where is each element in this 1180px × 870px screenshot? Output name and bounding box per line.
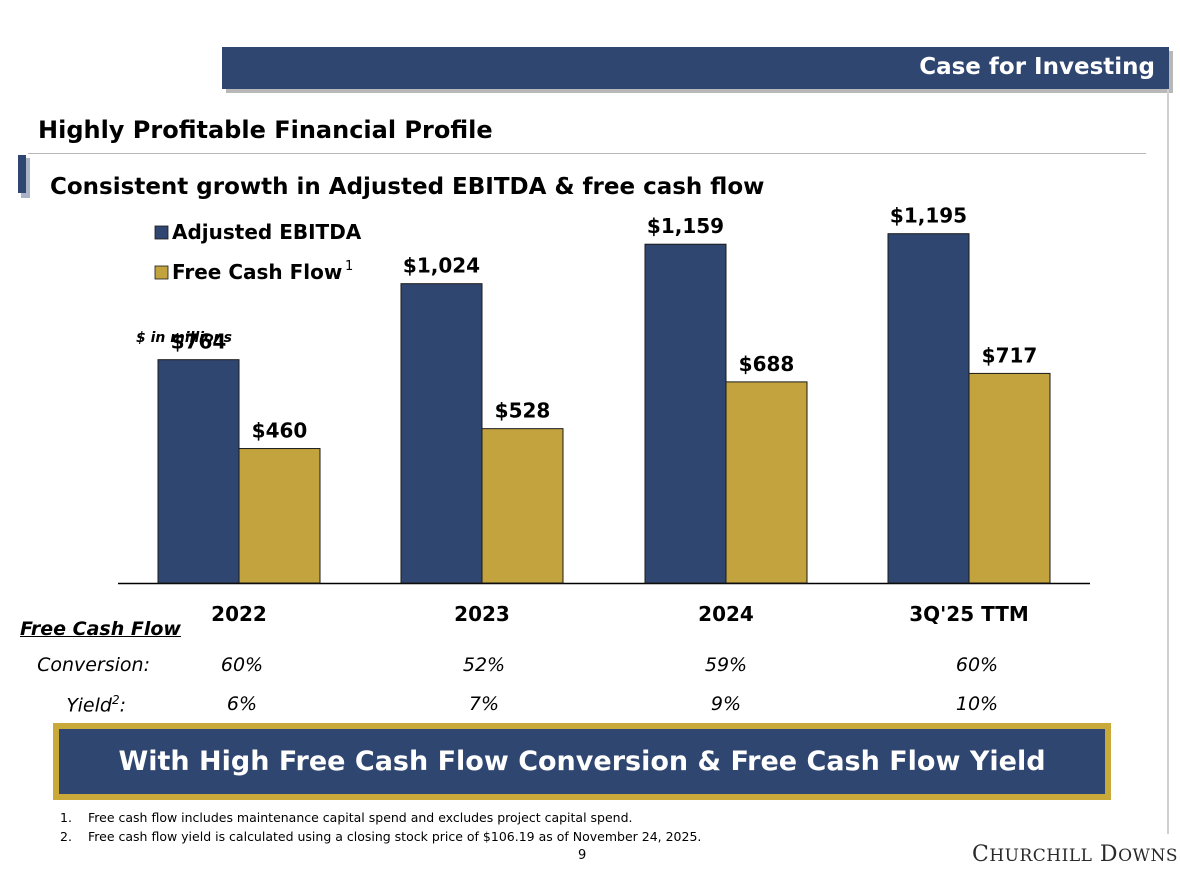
fcf-bar: [725, 381, 808, 584]
footnote: 2. Free cash flow yield is calculated us…: [60, 827, 701, 846]
footnote-number: 1.: [60, 810, 72, 825]
yield-value: 10%: [955, 693, 999, 715]
chart-subtitle: Consistent growth in Adjusted EBITDA & f…: [50, 174, 765, 200]
accent-bar: [18, 155, 26, 193]
fcf-bar: [481, 428, 564, 584]
logo-initial: C: [972, 842, 990, 867]
logo-rest: OWNS: [1118, 846, 1178, 866]
title-divider: [28, 153, 1146, 154]
unit-note: $ in millions: [136, 330, 232, 346]
footnotes: 1. Free cash flow includes maintenance c…: [60, 808, 701, 846]
yield-superscript: 2: [111, 693, 120, 707]
yield-value: 6%: [226, 693, 258, 715]
legend-swatch-fcf: [154, 265, 169, 280]
data-label: $764: [171, 330, 227, 354]
callout-box: With High Free Cash Flow Conversion & Fr…: [53, 723, 1111, 800]
fcf-metrics-heading: Free Cash Flow: [20, 618, 181, 640]
footnote-text: Free cash flow yield is calculated using…: [88, 829, 702, 844]
section-title: Highly Profitable Financial Profile: [38, 116, 493, 144]
data-label: $460: [252, 419, 308, 443]
conversion-value: 52%: [462, 654, 506, 676]
x-tick-label: 2024: [698, 602, 754, 626]
conversion-label: Conversion:: [37, 654, 150, 676]
x-tick-label: 2023: [454, 602, 510, 626]
banner-title: Case for Investing: [919, 54, 1155, 80]
fcf-bar: [238, 448, 321, 584]
yield-value: 7%: [468, 693, 500, 715]
logo-rest: HURCHILL: [989, 846, 1093, 866]
data-label: $717: [982, 343, 1038, 367]
yield-value: 9%: [710, 693, 742, 715]
fcf-bar: [968, 372, 1051, 584]
right-rule: [1167, 89, 1169, 834]
callout-text: With High Free Cash Flow Conversion & Fr…: [118, 746, 1046, 777]
x-tick-label: 3Q'25 TTM: [909, 602, 1028, 626]
logo-initial: D: [1099, 842, 1119, 867]
callout-inner: With High Free Cash Flow Conversion & Fr…: [59, 729, 1105, 794]
data-label: $1,159: [647, 214, 724, 238]
ebitda-bar: [887, 233, 970, 584]
footnote: 1. Free cash flow includes maintenance c…: [60, 808, 701, 827]
page-number: 9: [578, 848, 587, 863]
conversion-value: 60%: [955, 654, 999, 676]
data-label: $528: [495, 399, 551, 423]
ebitda-bar: [400, 283, 483, 584]
footnote-number: 2.: [60, 829, 72, 844]
data-label: $688: [739, 352, 795, 376]
conversion-value: 60%: [220, 654, 264, 676]
churchill-downs-logo: CHURCHILL DOWNS: [972, 842, 1178, 867]
yield-label-text: Yield: [66, 694, 112, 717]
legend-superscript: 1: [345, 259, 353, 274]
conversion-value: 59%: [704, 654, 748, 676]
header-banner: Case for Investing: [222, 47, 1169, 89]
legend-label: Adjusted EBITDA: [172, 220, 362, 244]
yield-label-suffix: :: [119, 694, 126, 717]
legend-swatch-ebitda: [154, 225, 169, 240]
legend-label: Free Cash Flow: [172, 260, 342, 284]
yield-label: Yield2:: [66, 693, 126, 716]
ebitda-bar: [644, 243, 727, 584]
ebitda-bar: [157, 359, 240, 584]
bar-chart: $764 $1,024 $1,159 $1,195 $460 $528 $688 $717 20…: [118, 204, 1090, 626]
footnote-text: Free cash flow includes maintenance capi…: [88, 810, 633, 825]
data-label: $1,195: [890, 204, 967, 228]
x-tick-label: 2022: [211, 602, 267, 626]
data-label: $1,024: [403, 254, 480, 278]
